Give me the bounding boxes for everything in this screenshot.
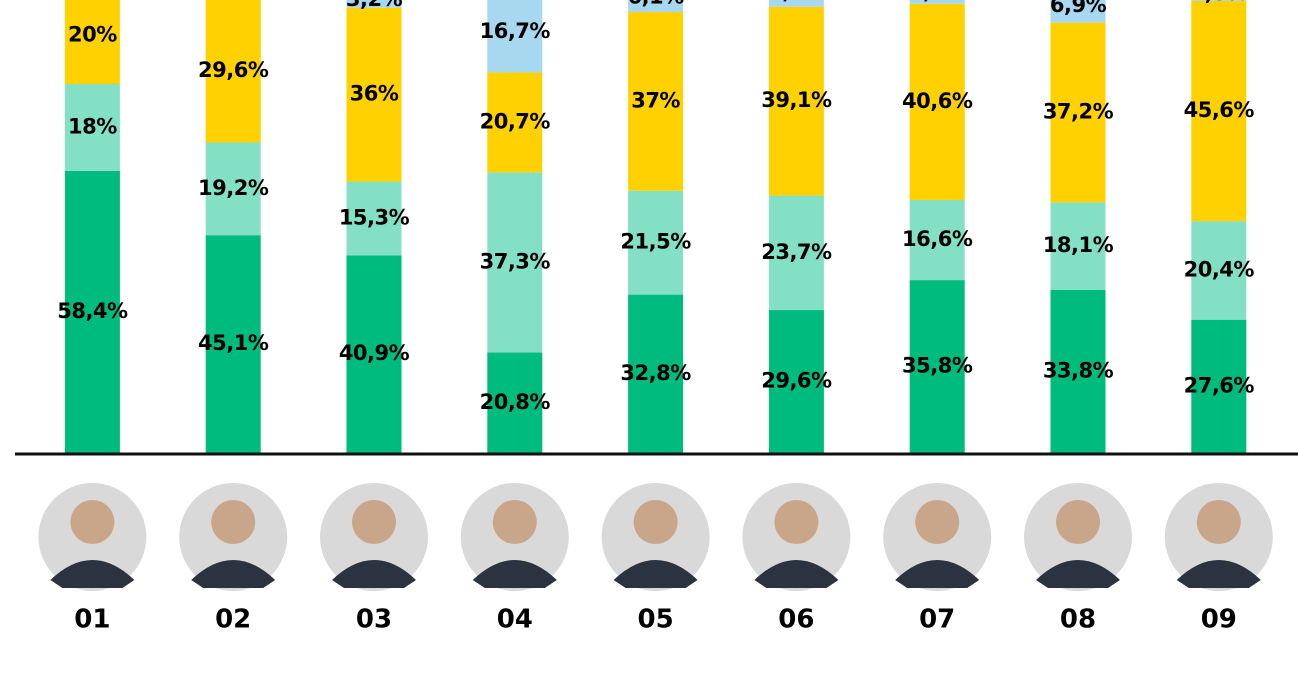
bar-segment (1050, 22, 1106, 203)
category-label: 07 (919, 605, 955, 635)
avatar-head (211, 500, 256, 544)
data-label: 5,9% (768, 0, 825, 4)
data-label: 20,7% (480, 109, 551, 133)
avatar-head (70, 500, 115, 544)
bar-segment (487, 172, 543, 353)
bar-segment (909, 3, 965, 200)
data-label: 40,6% (902, 89, 973, 113)
data-label: 32,8% (620, 361, 691, 385)
bar-segment (1191, 0, 1247, 1)
category-label: 01 (74, 605, 110, 635)
bar-segment (205, 235, 261, 453)
data-label: 29,6% (761, 369, 832, 393)
avatar-head (774, 500, 819, 544)
data-label: 3,2% (346, 0, 403, 11)
avatar-body (191, 560, 276, 588)
avatar-head (1196, 500, 1241, 544)
avatar-body (50, 560, 135, 588)
category-label: 06 (778, 605, 814, 635)
bar-segment (768, 6, 824, 196)
data-label: 37,2% (1043, 100, 1114, 124)
category-label: 05 (638, 605, 674, 635)
bar-segment (628, 294, 684, 453)
category-label: 04 (497, 605, 533, 635)
data-label: 6,9% (1050, 0, 1107, 17)
bar-segment (1191, 0, 1247, 222)
avatar-body (332, 560, 416, 588)
bar-segment (768, 0, 824, 7)
data-label: 2,8% (1191, 0, 1248, 5)
avatar-body (1036, 560, 1120, 588)
data-label: 16,7% (480, 19, 551, 43)
data-label: 40,9% (339, 341, 410, 365)
data-label: 37% (631, 88, 680, 112)
bar-segment (487, 0, 543, 73)
bar-segment (628, 0, 684, 13)
data-label: 20,8% (480, 390, 551, 414)
category-label: 08 (1060, 605, 1096, 635)
avatar-head (352, 500, 396, 544)
avatar-head (1056, 500, 1100, 544)
data-label: 16,6% (902, 227, 973, 251)
bar-segment (909, 199, 965, 281)
bar-segment (768, 195, 824, 311)
bar-segment (64, 0, 120, 85)
bar-segment (487, 352, 543, 453)
avatar-body (613, 560, 698, 588)
bar-segment (64, 84, 120, 171)
data-label: 36% (350, 82, 399, 106)
data-label: 18,1% (1043, 233, 1114, 257)
avatar-body (472, 560, 557, 588)
bar-segment (628, 12, 684, 191)
data-label: 21,5% (620, 230, 691, 254)
bar-segment (1050, 202, 1106, 290)
bar-segment (346, 255, 402, 453)
bar-segment (909, 280, 965, 453)
category-label: 02 (215, 605, 251, 635)
data-label: 45,1% (198, 331, 269, 355)
bar-segment (909, 0, 965, 4)
data-label: 35,8% (902, 354, 973, 378)
bar-segment (64, 170, 120, 454)
category-label: 09 (1201, 605, 1237, 635)
bar-segment (1050, 289, 1106, 453)
bar-segment (205, 0, 261, 143)
category-label: 03 (356, 605, 392, 635)
data-label: 15,3% (339, 206, 410, 230)
bar-segment (1050, 0, 1106, 23)
data-label: 18% (68, 114, 117, 138)
data-label: 19,2% (198, 176, 269, 200)
bar-segment (346, 0, 402, 8)
avatar-head (633, 500, 678, 544)
bar-segment (205, 142, 261, 236)
data-label: 29,6% (198, 58, 269, 82)
avatar-head (492, 500, 537, 544)
data-label: 37,3% (480, 249, 551, 273)
avatar-body (895, 560, 980, 588)
avatar-body (754, 560, 839, 588)
data-label: 33,8% (1043, 358, 1114, 382)
data-label: 27,6% (1184, 373, 1255, 397)
bar-segment (346, 7, 402, 182)
data-label: 4,8% (909, 0, 966, 3)
data-label: 58,4% (57, 299, 128, 323)
bar-segment (1191, 221, 1247, 320)
bar-segment (487, 72, 543, 173)
avatar-head (915, 500, 960, 544)
data-label: 23,7% (761, 240, 832, 264)
data-label: 45,6% (1184, 98, 1255, 122)
data-label: 20,4% (1184, 257, 1255, 281)
bar-segment (628, 190, 684, 295)
avatar-body (1176, 560, 1261, 588)
data-label: 6,1% (627, 0, 684, 8)
data-label: 39,1% (761, 88, 832, 112)
bar-segment (768, 310, 824, 453)
data-label: 20% (68, 23, 117, 47)
bar-segment (1191, 319, 1247, 453)
bar-segment (346, 181, 402, 256)
